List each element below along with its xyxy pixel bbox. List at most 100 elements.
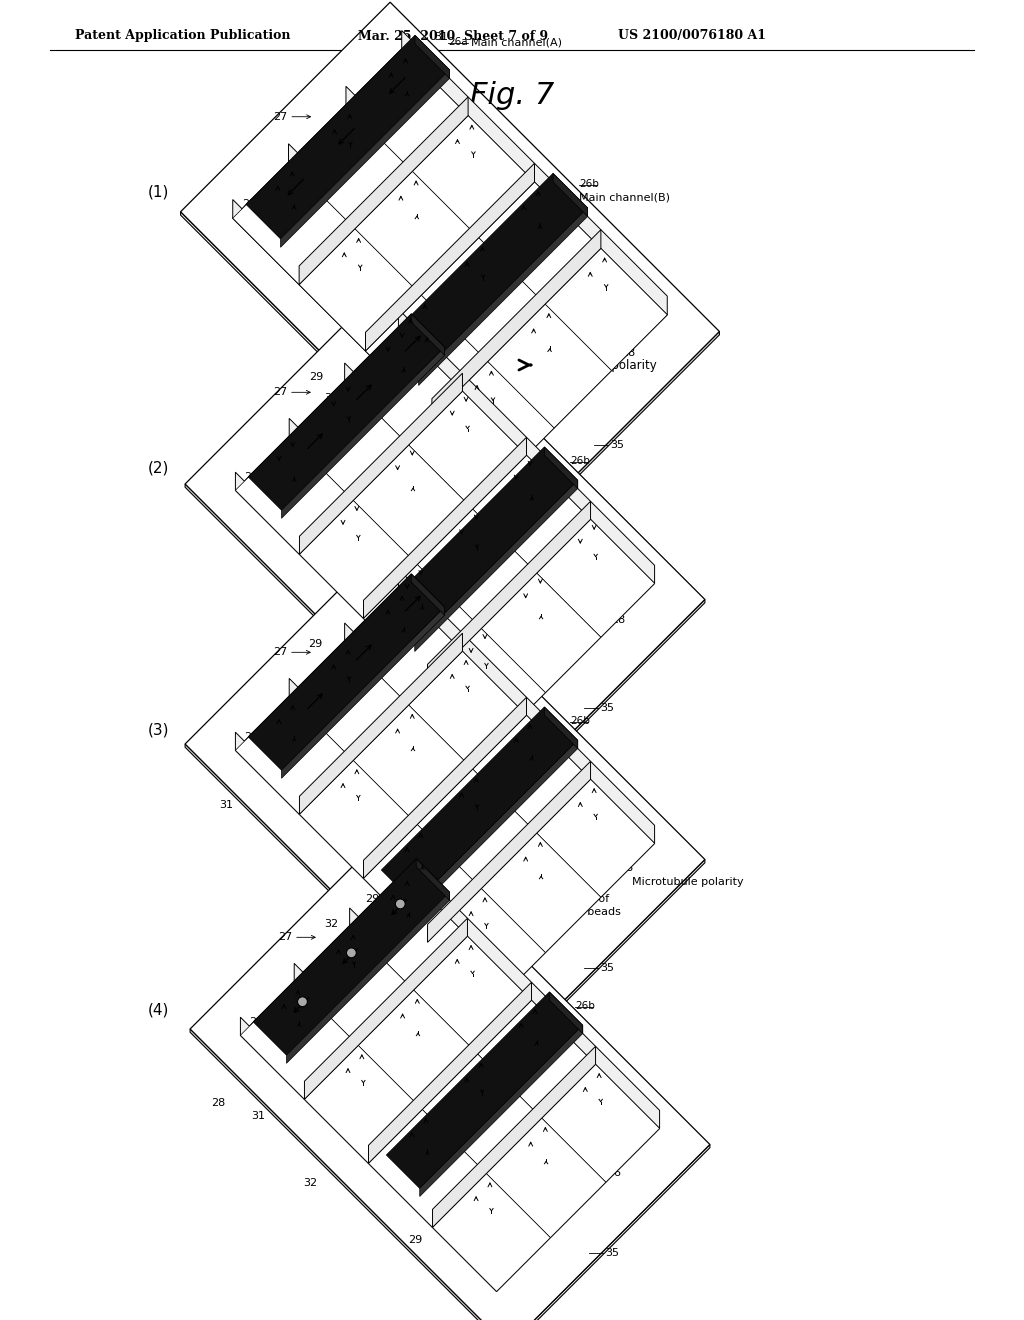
Polygon shape xyxy=(241,1035,497,1300)
Polygon shape xyxy=(304,1045,422,1163)
Text: 27: 27 xyxy=(273,112,287,121)
Polygon shape xyxy=(185,744,503,1065)
Polygon shape xyxy=(497,1129,659,1300)
Polygon shape xyxy=(232,162,355,285)
Polygon shape xyxy=(232,199,499,483)
Text: 29: 29 xyxy=(309,372,324,381)
Text: 26b: 26b xyxy=(580,180,599,189)
Polygon shape xyxy=(304,919,468,1100)
Polygon shape xyxy=(364,825,481,942)
Polygon shape xyxy=(236,750,492,1015)
Polygon shape xyxy=(185,282,705,801)
Polygon shape xyxy=(236,327,654,746)
Polygon shape xyxy=(287,892,450,1064)
Text: 32: 32 xyxy=(324,659,338,669)
Text: 28: 28 xyxy=(618,863,633,873)
Circle shape xyxy=(346,948,356,958)
Text: +: + xyxy=(407,348,417,362)
Text: 27: 27 xyxy=(278,932,292,942)
Text: 32: 32 xyxy=(325,393,339,404)
Text: 26a: 26a xyxy=(443,568,463,578)
Text: Mar. 25, 2010  Sheet 7 of 9: Mar. 25, 2010 Sheet 7 of 9 xyxy=(358,29,548,42)
Polygon shape xyxy=(364,565,481,682)
Polygon shape xyxy=(190,1030,508,1320)
Polygon shape xyxy=(422,1055,542,1173)
Polygon shape xyxy=(366,164,535,351)
Polygon shape xyxy=(418,510,537,628)
Polygon shape xyxy=(381,708,578,903)
Text: 27: 27 xyxy=(272,647,287,657)
Polygon shape xyxy=(190,826,710,1320)
Polygon shape xyxy=(358,990,478,1110)
Polygon shape xyxy=(294,964,550,1238)
Polygon shape xyxy=(428,628,546,746)
Text: 31: 31 xyxy=(434,32,447,41)
Polygon shape xyxy=(486,1118,606,1238)
Text: 22: 22 xyxy=(243,199,257,209)
Text: Patent Application Publication: Patent Application Publication xyxy=(75,29,291,42)
Text: 28: 28 xyxy=(211,1098,225,1109)
Text: (4): (4) xyxy=(148,1002,169,1018)
Text: 26a: 26a xyxy=(447,37,467,48)
Polygon shape xyxy=(289,418,546,693)
Polygon shape xyxy=(289,678,546,953)
Polygon shape xyxy=(299,760,418,878)
Polygon shape xyxy=(499,314,668,492)
Text: 31: 31 xyxy=(409,313,423,323)
Polygon shape xyxy=(236,587,654,1006)
Polygon shape xyxy=(381,447,578,643)
Polygon shape xyxy=(299,374,463,554)
Circle shape xyxy=(395,899,406,909)
Polygon shape xyxy=(432,1047,596,1228)
Text: Main channel(A): Main channel(A) xyxy=(471,37,562,48)
Polygon shape xyxy=(473,715,591,833)
Polygon shape xyxy=(353,705,473,825)
Polygon shape xyxy=(236,733,492,1006)
Polygon shape xyxy=(492,583,654,755)
Polygon shape xyxy=(236,473,492,746)
Text: (1): (1) xyxy=(148,185,169,199)
Polygon shape xyxy=(236,437,353,554)
Text: 32: 32 xyxy=(324,919,338,929)
Polygon shape xyxy=(428,888,546,1006)
Text: (2): (2) xyxy=(148,461,169,475)
Polygon shape xyxy=(537,779,654,898)
Polygon shape xyxy=(236,490,492,755)
Polygon shape xyxy=(232,218,499,492)
Polygon shape xyxy=(412,574,444,615)
Text: 28: 28 xyxy=(622,347,636,358)
Polygon shape xyxy=(428,502,591,682)
Polygon shape xyxy=(299,500,418,618)
Polygon shape xyxy=(289,642,409,760)
Text: US 2100/0076180 A1: US 2100/0076180 A1 xyxy=(618,29,766,42)
Polygon shape xyxy=(479,182,601,304)
Polygon shape xyxy=(180,211,510,544)
Polygon shape xyxy=(487,304,611,428)
Polygon shape xyxy=(384,173,588,378)
Polygon shape xyxy=(418,770,537,888)
Text: 27: 27 xyxy=(272,387,287,397)
Polygon shape xyxy=(481,573,601,693)
Polygon shape xyxy=(299,634,463,814)
Text: Main channel(B): Main channel(B) xyxy=(580,193,671,202)
Polygon shape xyxy=(369,982,531,1163)
Text: 36: 36 xyxy=(607,1168,622,1179)
Polygon shape xyxy=(432,362,554,483)
Polygon shape xyxy=(545,447,578,488)
Polygon shape xyxy=(398,309,654,583)
Polygon shape xyxy=(412,314,444,355)
Polygon shape xyxy=(346,86,611,371)
Polygon shape xyxy=(545,708,578,748)
Text: 29: 29 xyxy=(308,639,323,648)
Polygon shape xyxy=(241,982,358,1100)
Polygon shape xyxy=(413,116,535,238)
Polygon shape xyxy=(537,519,654,638)
Polygon shape xyxy=(345,327,463,445)
Polygon shape xyxy=(364,697,526,878)
Polygon shape xyxy=(492,843,654,1015)
Polygon shape xyxy=(401,30,668,314)
Text: Microtubule polarity: Microtubule polarity xyxy=(538,359,656,371)
Polygon shape xyxy=(420,1026,583,1196)
Polygon shape xyxy=(409,391,526,510)
Polygon shape xyxy=(289,106,413,228)
